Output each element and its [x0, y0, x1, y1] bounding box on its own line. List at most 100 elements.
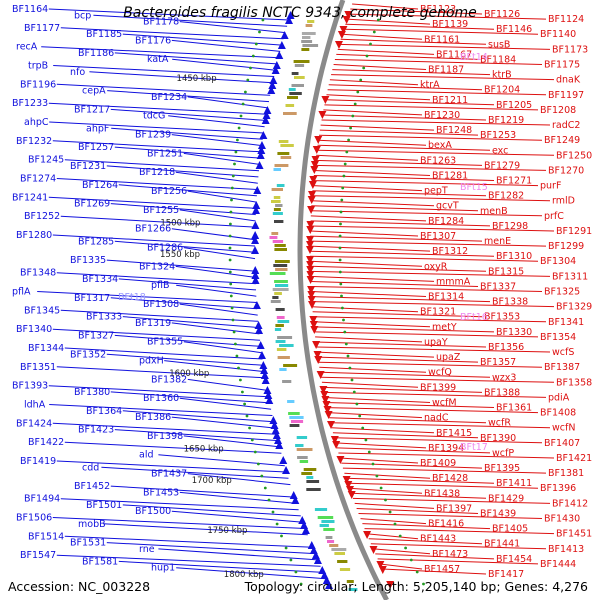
gene-label[interactable]: BF1167	[436, 49, 472, 60]
gene-label[interactable]: BF1324	[139, 261, 175, 272]
gene-label[interactable]: BF1146	[496, 24, 532, 35]
gene-label[interactable]: BF1355	[147, 337, 183, 348]
gene-label[interactable]: BF1204	[484, 85, 520, 96]
gene-label[interactable]: BF1285	[78, 236, 114, 247]
gene-label[interactable]: BF1352	[70, 349, 106, 360]
gene-label[interactable]: BF1197	[548, 90, 584, 101]
gene-label[interactable]: BF1230	[424, 110, 460, 121]
gene-label[interactable]: BF1312	[432, 246, 468, 257]
gene-label[interactable]: ahpC	[24, 117, 49, 128]
gene-label[interactable]: hup1	[151, 563, 175, 574]
gene-label[interactable]: BF1409	[420, 458, 456, 469]
gene-label[interactable]: BF1351	[20, 362, 56, 373]
gene-label[interactable]: BF1334	[82, 274, 118, 285]
gene-label[interactable]: BF1428	[432, 473, 468, 484]
gene-label[interactable]: BF1124	[548, 14, 584, 25]
gene-label[interactable]: BF1395	[484, 463, 520, 474]
gene-label[interactable]: menE	[484, 236, 511, 247]
gene-label[interactable]: BF1333	[86, 312, 122, 323]
gene-label[interactable]: BF1387	[544, 362, 580, 373]
gene-label[interactable]: BF1123	[420, 4, 456, 15]
gene-label[interactable]: BF1419	[20, 456, 56, 467]
gene-label[interactable]: BF1219	[488, 115, 524, 126]
gene-label[interactable]: BF1196	[20, 79, 56, 90]
gene-label[interactable]: pdiA	[548, 392, 570, 403]
gene-label[interactable]: recA	[16, 42, 38, 53]
rna-label[interactable]: BFt18	[118, 292, 146, 303]
gene-label[interactable]: BF1345	[24, 305, 60, 316]
gene-label[interactable]: BF1218	[139, 167, 175, 178]
gene-label[interactable]: BF1341	[548, 317, 584, 328]
gene-label[interactable]: BF1256	[151, 186, 187, 197]
gene-label[interactable]: BF1248	[436, 125, 472, 136]
gene-label[interactable]: BF1501	[86, 500, 122, 511]
gene-label[interactable]: BF1412	[552, 498, 588, 509]
gene-label[interactable]: BF1381	[548, 468, 584, 479]
gene-label[interactable]: BF1340	[16, 324, 52, 335]
gene-label[interactable]: ahpF	[86, 123, 109, 134]
gene-label[interactable]: BF1506	[16, 513, 52, 524]
gene-label[interactable]: rmlD	[552, 196, 575, 207]
gene-label[interactable]: BF1356	[488, 342, 524, 353]
gene-label[interactable]: BF1241	[12, 192, 48, 203]
gene-label[interactable]: BF1454	[496, 554, 532, 565]
gene-label[interactable]: BF1164	[12, 4, 48, 15]
gene-label[interactable]: BF1396	[540, 483, 576, 494]
gene-label[interactable]: wcfM	[432, 398, 457, 409]
gene-label[interactable]: BF1451	[556, 529, 592, 540]
gene-label[interactable]: BF1184	[480, 54, 516, 65]
gene-label[interactable]: purF	[540, 181, 561, 192]
gene-label[interactable]: BF1161	[424, 34, 460, 45]
gene-label[interactable]: BF1337	[480, 282, 516, 293]
gene-label[interactable]: BF1390	[480, 433, 516, 444]
gene-label[interactable]: BF1263	[420, 155, 456, 166]
gene-label[interactable]: BF1208	[540, 105, 576, 116]
gene-label[interactable]: BF1314	[428, 292, 464, 303]
gene-label[interactable]: BF1388	[484, 387, 520, 398]
gene-label[interactable]: BF1321	[420, 307, 456, 318]
gene-label[interactable]: BF1360	[143, 393, 179, 404]
gene-label[interactable]: BF1443	[420, 534, 456, 545]
gene-label[interactable]: BF1361	[496, 403, 532, 414]
gene-label[interactable]: BF1353	[484, 312, 520, 323]
gene-label[interactable]: BF1308	[143, 299, 179, 310]
gene-label[interactable]: nadC	[424, 413, 449, 424]
gene-label[interactable]: BF1394	[428, 443, 464, 454]
gene-label[interactable]: cdd	[82, 462, 99, 473]
gene-label[interactable]: radC2	[552, 120, 580, 131]
gene-label[interactable]: BF1411	[496, 478, 532, 489]
gene-label[interactable]: BF1547	[20, 550, 56, 561]
gene-label[interactable]: BF1304	[540, 256, 576, 267]
gene-label[interactable]: BF1338	[492, 297, 528, 308]
gene-label[interactable]: BF1266	[135, 224, 171, 235]
gene-label[interactable]: BF1310	[496, 251, 532, 262]
gene-label[interactable]: BF1251	[147, 148, 183, 159]
gene-label[interactable]: wcfN	[552, 423, 575, 434]
gene-label[interactable]: BF1327	[78, 330, 114, 341]
gene-label[interactable]: bexA	[428, 140, 452, 151]
gene-label[interactable]: BF1176	[135, 35, 171, 46]
gene-label[interactable]: BF1239	[135, 130, 171, 141]
gene-label[interactable]: BF1281	[432, 171, 468, 182]
gene-label[interactable]: BF1284	[428, 216, 464, 227]
gene-label[interactable]: BF1231	[70, 161, 106, 172]
gene-label[interactable]: bcp	[74, 10, 91, 21]
gene-label[interactable]: nfo	[70, 67, 85, 78]
gene-label[interactable]: mmmA	[436, 276, 471, 287]
gene-label[interactable]: BF1255	[143, 205, 179, 216]
gene-label[interactable]: tdcG	[143, 111, 165, 122]
gene-label[interactable]: BF1397	[436, 503, 472, 514]
gene-label[interactable]: exc	[492, 145, 508, 156]
gene-label[interactable]: BF1354	[540, 332, 576, 343]
gene-label[interactable]: BF1380	[74, 387, 110, 398]
gene-label[interactable]: BF1232	[16, 136, 52, 147]
gene-label[interactable]: BF1393	[12, 381, 48, 392]
gene-label[interactable]: BF1430	[544, 514, 580, 525]
gene-label[interactable]: BF1382	[151, 374, 187, 385]
rna-label[interactable]: BFt15	[460, 182, 488, 193]
gene-label[interactable]: BF1280	[16, 230, 52, 241]
gene-label[interactable]: BF1177	[24, 23, 60, 34]
gene-label[interactable]: BF1348	[20, 268, 56, 279]
gene-label[interactable]: rne	[139, 544, 155, 555]
gene-label[interactable]: BF1270	[548, 165, 584, 176]
